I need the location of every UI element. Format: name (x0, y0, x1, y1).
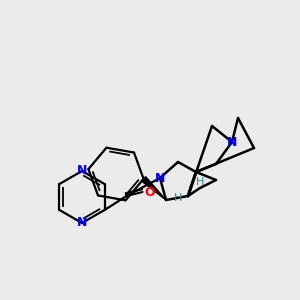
Text: N: N (77, 217, 87, 230)
Text: N: N (155, 172, 165, 184)
Polygon shape (142, 177, 166, 200)
Text: N: N (227, 136, 237, 148)
Text: H: H (174, 193, 182, 203)
Text: O: O (144, 185, 155, 199)
Text: N: N (77, 164, 87, 178)
Text: H: H (196, 177, 204, 187)
